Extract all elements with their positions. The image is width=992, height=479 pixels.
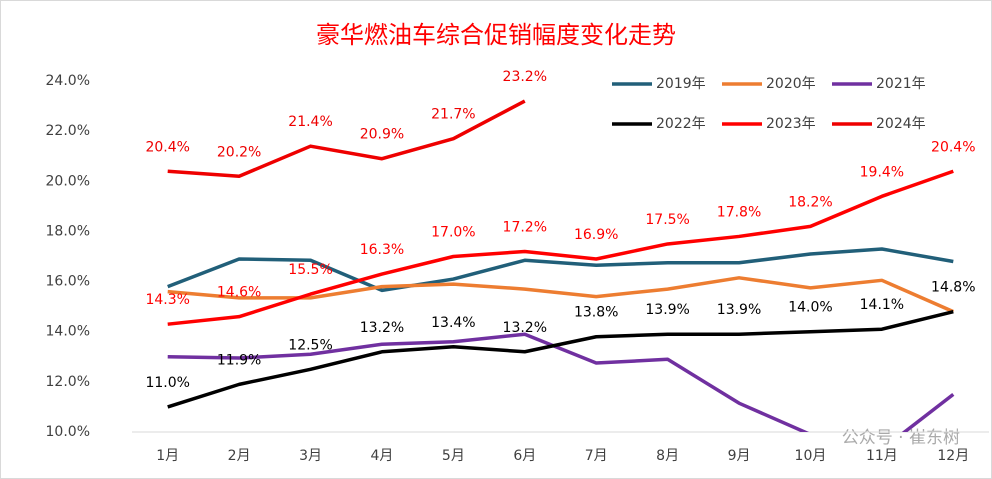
line-series bbox=[167, 169, 954, 326]
legend-label: 2024年 bbox=[876, 116, 926, 132]
plot bbox=[167, 99, 955, 432]
data-label: 19.4% bbox=[860, 164, 904, 180]
data-label: 21.7% bbox=[431, 107, 475, 123]
y-tick-label: 24.0% bbox=[46, 73, 90, 89]
legend-label: 2020年 bbox=[766, 76, 816, 92]
data-label: 17.0% bbox=[431, 225, 475, 241]
x-tick-label: 11月 bbox=[866, 448, 898, 464]
data-label: 21.4% bbox=[288, 114, 332, 130]
y-tick-label: 16.0% bbox=[46, 274, 90, 290]
x-tick-label: 1月 bbox=[156, 448, 179, 464]
x-tick-label: 12月 bbox=[937, 448, 969, 464]
data-label: 20.4% bbox=[145, 139, 189, 155]
data-label: 13.4% bbox=[431, 315, 475, 331]
legend-label: 2021年 bbox=[876, 76, 926, 92]
y-tick-label: 10.0% bbox=[46, 424, 90, 440]
legend-label: 2022年 bbox=[656, 116, 706, 132]
legend-label: 2023年 bbox=[766, 116, 816, 132]
data-label: 13.8% bbox=[574, 305, 618, 321]
data-label: 15.5% bbox=[288, 262, 332, 278]
data-label: 14.6% bbox=[217, 285, 261, 301]
data-label: 16.3% bbox=[360, 242, 404, 258]
data-label: 14.0% bbox=[788, 300, 832, 316]
data-label: 20.2% bbox=[217, 144, 261, 160]
data-label: 20.9% bbox=[360, 127, 404, 143]
legend-label: 2019年 bbox=[656, 76, 706, 92]
y-tick-label: 18.0% bbox=[46, 223, 90, 239]
data-label: 13.9% bbox=[717, 302, 761, 318]
y-tick-label: 12.0% bbox=[46, 374, 90, 390]
y-tick-label: 22.0% bbox=[46, 123, 90, 139]
data-label: 17.2% bbox=[503, 219, 547, 235]
x-tick-label: 10月 bbox=[795, 448, 827, 464]
chart-title: 豪华燃油车综合促销幅度变化走势 bbox=[316, 21, 676, 49]
data-label: 14.1% bbox=[860, 297, 904, 313]
line-series bbox=[167, 309, 954, 409]
watermark: 公众号 · 崔东树 bbox=[842, 428, 960, 448]
data-label: 17.8% bbox=[717, 204, 761, 220]
data-label: 17.5% bbox=[645, 212, 689, 228]
x-tick-label: 2月 bbox=[228, 448, 251, 464]
data-label: 11.0% bbox=[145, 375, 189, 391]
data-label: 20.4% bbox=[931, 139, 975, 155]
data-label: 18.2% bbox=[788, 194, 832, 210]
x-tick-label: 6月 bbox=[513, 448, 536, 464]
data-label: 13.9% bbox=[645, 302, 689, 318]
x-tick-label: 4月 bbox=[370, 448, 393, 464]
y-tick-label: 14.0% bbox=[46, 324, 90, 340]
x-tick-label: 3月 bbox=[299, 448, 322, 464]
x-tick-label: 5月 bbox=[442, 448, 465, 464]
data-label: 13.2% bbox=[503, 320, 547, 336]
data-label: 11.9% bbox=[217, 352, 261, 368]
data-label: 23.2% bbox=[503, 69, 547, 85]
line-series bbox=[167, 99, 526, 179]
y-tick-label: 20.0% bbox=[46, 173, 90, 189]
data-label: 16.9% bbox=[574, 227, 618, 243]
data-label: 14.8% bbox=[931, 280, 975, 296]
x-tick-label: 9月 bbox=[728, 448, 751, 464]
line-series bbox=[167, 247, 954, 293]
data-label: 13.2% bbox=[360, 320, 404, 336]
data-label: 14.3% bbox=[145, 292, 189, 308]
x-tick-label: 8月 bbox=[656, 448, 679, 464]
line-series bbox=[167, 332, 955, 432]
x-tick-label: 7月 bbox=[585, 448, 608, 464]
data-label: 12.5% bbox=[288, 337, 332, 353]
